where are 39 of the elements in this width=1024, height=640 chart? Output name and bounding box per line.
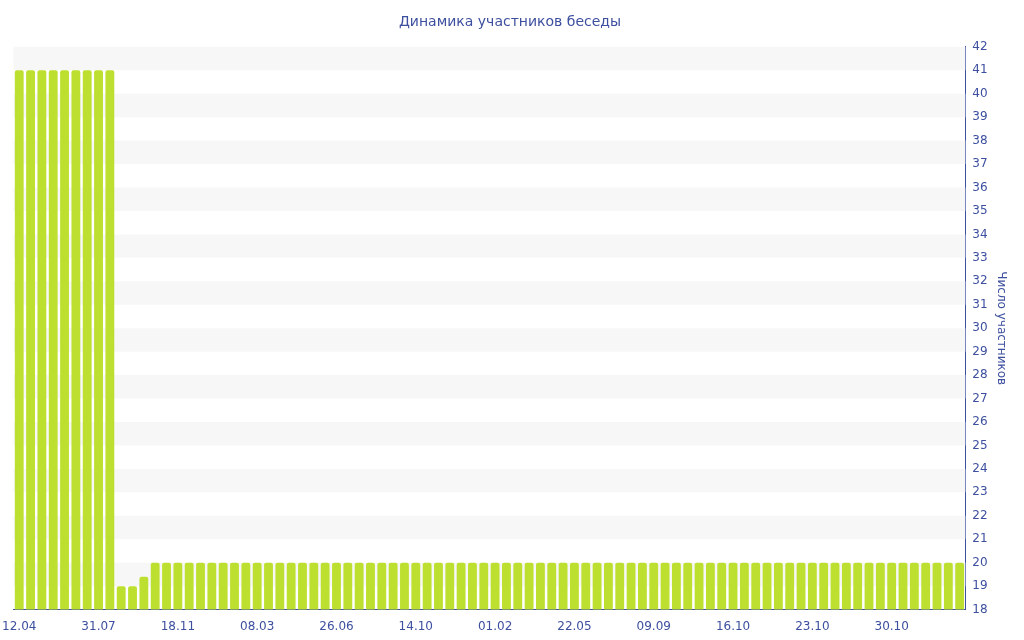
y-tick-label: 23 (972, 484, 988, 499)
y-tick-label: 21 (972, 531, 988, 546)
y-tick-label: 32 (972, 273, 988, 288)
y-tick-label: 27 (972, 390, 988, 405)
y-tick-label: 29 (972, 343, 988, 358)
y-tick-label: 34 (972, 226, 988, 241)
x-tick-label: 30.10 (874, 618, 909, 633)
chart-title: Динамика участников беседы (398, 13, 622, 30)
x-tick-label: 12.04 (2, 618, 37, 633)
y-axis-title: Число участников (994, 271, 1009, 386)
x-tick-label: 14.10 (398, 618, 433, 633)
y-tick-label: 41 (972, 62, 988, 77)
x-tick-label: 26.06 (319, 618, 354, 633)
y-tick-label: 42 (972, 38, 988, 53)
x-tick-label: 08.03 (239, 618, 275, 633)
y-tick-label: 38 (972, 132, 988, 147)
x-tick-label: 18.11 (160, 618, 196, 633)
x-tick-label: 01.02 (477, 618, 513, 633)
y-tick-label: 28 (972, 367, 988, 382)
y-tick-label: 31 (972, 296, 988, 311)
y-tick-label: 36 (972, 179, 988, 194)
y-tick-label: 19 (972, 578, 988, 593)
y-tick-label: 30 (972, 320, 988, 335)
y-tick-label: 25 (972, 437, 988, 452)
y-tick-label: 40 (972, 85, 988, 100)
y-tick-label: 26 (972, 414, 988, 429)
y-tick-label: 24 (972, 461, 988, 476)
x-tick-label: 22.05 (557, 618, 592, 633)
x-tick-label: 31.07 (81, 618, 116, 633)
y-tick-label: 20 (972, 554, 988, 569)
y-tick-label: 39 (972, 109, 988, 124)
x-tick-label: 09.09 (636, 618, 671, 633)
x-tick-label: 23.10 (795, 618, 830, 633)
y-tick-label: 37 (972, 156, 988, 171)
x-tick-label: 16.10 (715, 618, 751, 633)
y-tick-label: 33 (972, 249, 988, 264)
y-tick-label: 22 (972, 507, 988, 522)
y-tick-label: 35 (972, 203, 988, 218)
y-tick-label: 18 (972, 601, 988, 616)
